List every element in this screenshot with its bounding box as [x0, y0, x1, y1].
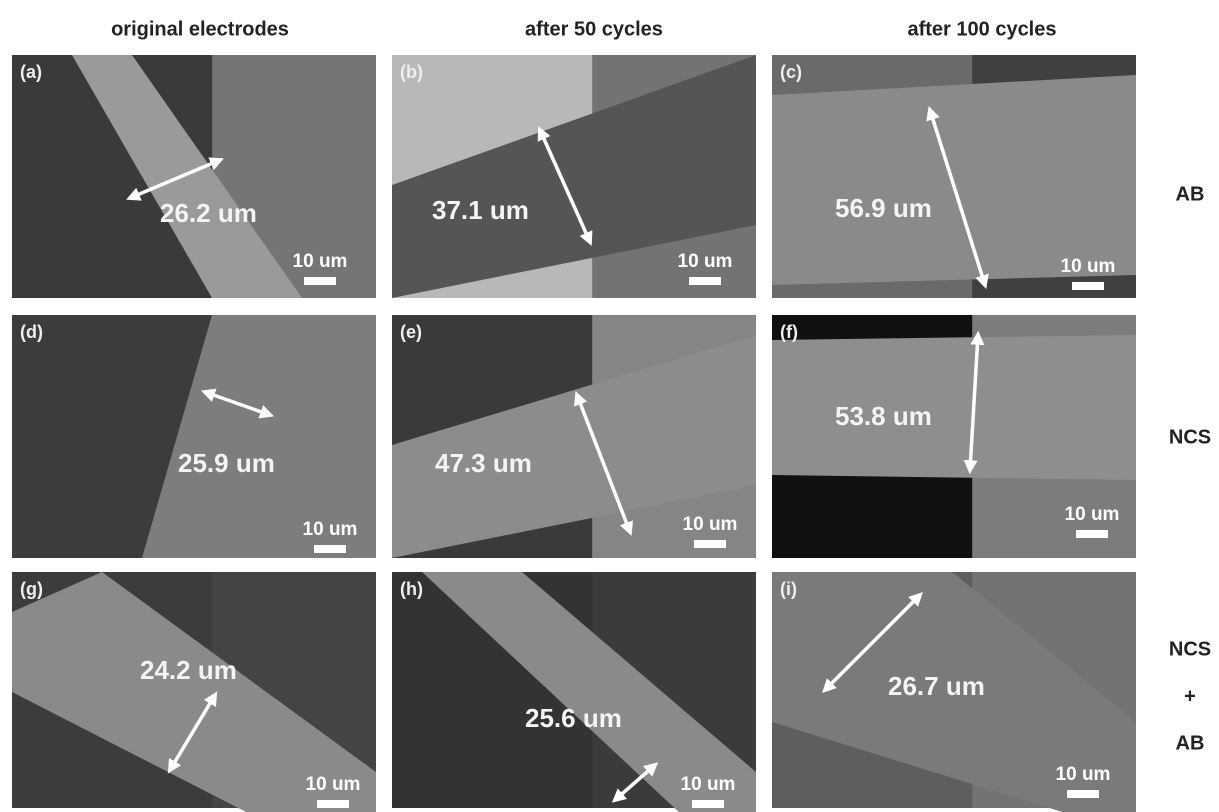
- row-label: NCS: [1169, 638, 1211, 660]
- scale-label: 10 um: [303, 519, 358, 540]
- row-label: NCS: [1169, 426, 1211, 448]
- scale-bar: [314, 545, 346, 553]
- thickness-label: 26.7 um: [888, 671, 985, 701]
- row-label: AB: [1176, 732, 1205, 754]
- scale-bar: [317, 800, 349, 808]
- scale-label: 10 um: [681, 774, 736, 795]
- panel-label: (e): [400, 322, 422, 342]
- panel: (h) 25.6 um 10 um: [392, 572, 756, 812]
- panel: (i) 26.7 um 10 um: [772, 572, 1136, 812]
- panel-label: (d): [20, 322, 43, 342]
- electrode-layer: [772, 335, 1136, 480]
- scale-label: 10 um: [1065, 504, 1120, 525]
- scale-label: 10 um: [683, 514, 738, 535]
- scale-bar: [1067, 790, 1099, 798]
- scale-bar: [689, 277, 721, 285]
- panel: (d) 25.9 um 10 um: [12, 315, 376, 558]
- panel: (g) 24.2 um 10 um: [12, 572, 376, 812]
- scale-bar: [692, 800, 724, 808]
- electrode-layer: [772, 75, 1136, 285]
- panel-label: (a): [20, 62, 42, 82]
- thickness-label: 24.2 um: [140, 655, 237, 685]
- scale-label: 10 um: [1056, 764, 1111, 785]
- scale-bar: [1076, 530, 1108, 538]
- scale-label: 10 um: [678, 251, 733, 272]
- column-header: after 100 cycles: [907, 18, 1056, 40]
- panel: (b) 37.1 um 10 um: [392, 55, 756, 298]
- thickness-label: 56.9 um: [835, 193, 932, 223]
- panel-label: (i): [780, 579, 797, 599]
- column-header: after 50 cycles: [525, 18, 663, 40]
- thickness-label: 25.6 um: [525, 703, 622, 733]
- row-label: +: [1184, 685, 1196, 707]
- thickness-label: 53.8 um: [835, 401, 932, 431]
- panel: (f) 53.8 um 10 um: [772, 315, 1136, 558]
- scale-bar: [304, 277, 336, 285]
- panel-label: (b): [400, 62, 423, 82]
- thickness-label: 25.9 um: [178, 448, 275, 478]
- thickness-label: 26.2 um: [160, 198, 257, 228]
- scale-label: 10 um: [293, 251, 348, 272]
- figure: original electrodes after 50 cycles after …: [0, 0, 1219, 812]
- scale-label: 10 um: [306, 774, 361, 795]
- row-label: AB: [1176, 183, 1205, 205]
- panel-label: (h): [400, 579, 423, 599]
- scale-label: 10 um: [1061, 256, 1116, 277]
- thickness-label: 37.1 um: [432, 195, 529, 225]
- panel: (e) 47.3 um 10 um: [392, 315, 756, 558]
- thickness-label: 47.3 um: [435, 448, 532, 478]
- panel: (c) 56.9 um 10 um: [772, 55, 1136, 298]
- panel-label: (c): [780, 62, 802, 82]
- column-header: original electrodes: [111, 18, 289, 40]
- panel: (a) 26.2 um 10 um: [12, 55, 376, 298]
- scale-bar: [1072, 282, 1104, 290]
- panel-label: (g): [20, 579, 43, 599]
- scale-bar: [694, 540, 726, 548]
- panel-label: (f): [780, 322, 798, 342]
